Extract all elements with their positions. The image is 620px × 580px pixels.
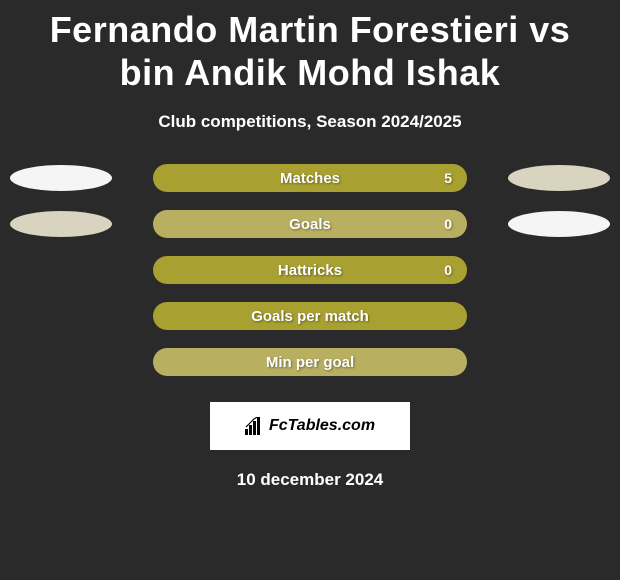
page-title: Fernando Martin Forestieri vs bin Andik … [0,0,620,94]
stat-bar: Matches 5 [153,164,467,192]
logo-box: FcTables.com [210,402,410,450]
stat-label: Goals per match [251,308,369,325]
stat-value: 5 [444,170,452,186]
stat-label: Matches [280,170,340,187]
stat-bar: Min per goal [153,348,467,376]
subtitle: Club competitions, Season 2024/2025 [158,112,461,132]
right-ellipse [508,165,610,191]
stat-label: Min per goal [266,354,354,371]
left-ellipse [10,211,112,237]
logo-text: FcTables.com [269,417,375,435]
stats-section: Matches 5 Goals 0 Hattricks 0 Goals per … [0,164,620,376]
stat-row-goals-per-match: Goals per match [0,302,620,330]
stat-value: 0 [444,216,452,232]
date-text: 10 december 2024 [237,470,384,490]
stat-bar: Goals per match [153,302,467,330]
stat-bar: Hattricks 0 [153,256,467,284]
stat-label: Goals [289,216,331,233]
stat-row-matches: Matches 5 [0,164,620,192]
stat-bar: Goals 0 [153,210,467,238]
stat-row-goals: Goals 0 [0,210,620,238]
right-ellipse [508,211,610,237]
chart-icon [245,417,265,435]
left-ellipse [10,165,112,191]
stat-value: 0 [444,262,452,278]
main-container: Fernando Martin Forestieri vs bin Andik … [0,0,620,580]
stat-row-hattricks: Hattricks 0 [0,256,620,284]
stat-row-min-per-goal: Min per goal [0,348,620,376]
stat-label: Hattricks [278,262,342,279]
